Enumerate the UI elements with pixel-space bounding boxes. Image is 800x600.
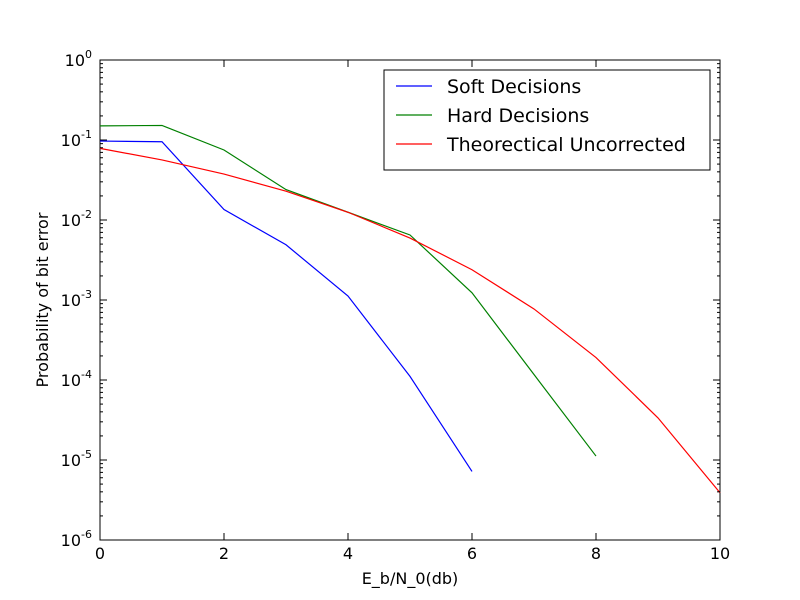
x-tick-label: 4 [343, 544, 353, 563]
legend-box [383, 69, 711, 171]
y-tick-label: 10-4 [61, 368, 92, 390]
legend-entry: Soft Decisions [447, 76, 581, 98]
series-layer [99, 124, 721, 494]
legend-entry: Hard Decisions [447, 105, 589, 127]
series-line-1 [99, 140, 473, 472]
x-tick-label: 8 [591, 544, 601, 563]
series-line-3 [99, 147, 721, 494]
x-tick-label: 10 [710, 544, 730, 563]
x-tick-label: 0 [95, 544, 105, 563]
x-tick-label: 6 [467, 544, 477, 563]
y-axis-label: Probability of bit error [33, 212, 52, 387]
legend-entry: Theorectical Uncorrected [446, 134, 686, 156]
y-tick-label: 10-5 [61, 448, 92, 470]
y-tick-label: 10-1 [61, 128, 92, 150]
y-tick-label: 10-2 [61, 208, 92, 230]
x-axis-label: E_b/N_0(db) [362, 569, 459, 589]
y-tick-label: 100 [65, 48, 92, 70]
x-tick-label: 2 [219, 544, 229, 563]
y-tick-label: 10-3 [61, 288, 92, 310]
y-tick-label: 10-6 [61, 528, 92, 550]
ticks-layer: 0 2 4 6 8 10 10-6 10-5 10-4 10-3 10-2 10-1 100 [61, 48, 731, 563]
legend: Soft Decisions Hard Decisions Theorectical… [383, 69, 711, 171]
